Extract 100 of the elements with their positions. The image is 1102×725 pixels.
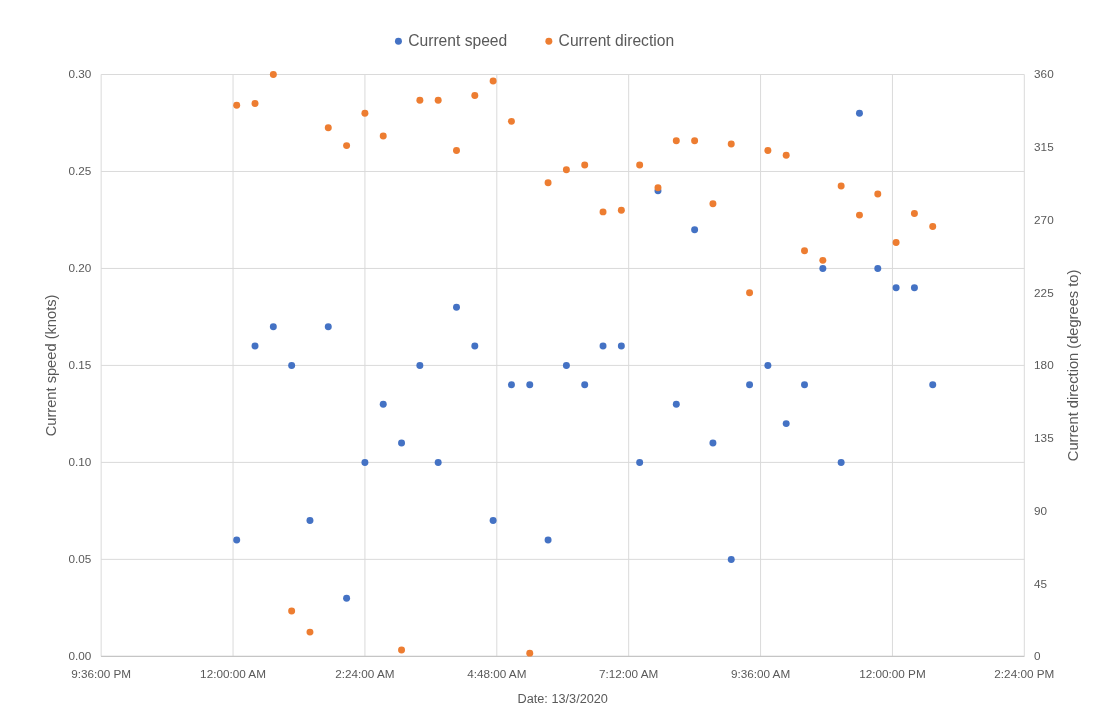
point	[599, 342, 607, 350]
x-tick-label: 12:00:00 AM	[200, 666, 266, 680]
point	[361, 458, 369, 466]
y2-tick-label: 225	[1034, 285, 1055, 299]
y2-tick-label: 0	[1034, 649, 1042, 663]
point	[434, 96, 442, 104]
point	[288, 361, 296, 369]
x-tick-label: 4:48:00 AM	[467, 666, 527, 680]
point	[361, 109, 369, 117]
point	[746, 289, 754, 297]
point	[269, 323, 277, 331]
point	[874, 264, 882, 272]
point	[416, 96, 424, 104]
y2-tick-label: 45	[1034, 576, 1048, 590]
y2-tick-label: 270	[1034, 212, 1055, 226]
point	[617, 342, 625, 350]
point	[910, 284, 918, 292]
point	[251, 342, 259, 350]
point	[855, 211, 863, 219]
point	[727, 140, 735, 148]
point	[929, 222, 937, 230]
point	[526, 649, 534, 657]
point	[269, 71, 277, 78]
point	[398, 646, 406, 654]
point	[471, 92, 479, 99]
point	[801, 247, 809, 255]
point	[507, 381, 515, 389]
point	[416, 361, 424, 369]
y2-tick-label: 360	[1034, 67, 1055, 81]
point	[526, 381, 534, 389]
point	[837, 182, 845, 190]
point	[636, 458, 644, 466]
point	[251, 100, 259, 108]
point	[855, 109, 863, 117]
legend-label: Current speed	[408, 32, 508, 50]
point	[434, 458, 442, 466]
point	[379, 132, 387, 140]
point	[288, 607, 296, 615]
x-tick-label: 2:24:00 AM	[335, 666, 395, 680]
y2-tick-label: 90	[1034, 503, 1048, 517]
point	[929, 381, 937, 389]
point	[782, 151, 790, 159]
y2-axis-title: Current direction (degrees to)	[1065, 269, 1082, 462]
point	[343, 142, 351, 150]
x-tick-label: 9:36:00 PM	[71, 666, 132, 680]
point	[672, 137, 680, 145]
legend-label: Current direction	[558, 32, 675, 50]
y-tick-label: 0.25	[68, 164, 92, 178]
point	[672, 400, 680, 408]
point	[324, 323, 332, 331]
point	[489, 77, 497, 85]
point	[544, 536, 552, 544]
point	[544, 179, 552, 187]
point	[306, 628, 314, 636]
point	[819, 256, 827, 264]
x-tick-label: 7:12:00 AM	[599, 666, 659, 680]
point	[764, 146, 772, 154]
point	[599, 208, 607, 216]
point	[453, 146, 460, 154]
point	[709, 200, 717, 208]
point	[398, 439, 406, 447]
point	[819, 264, 827, 272]
y-tick-label: 0.05	[68, 552, 92, 566]
x-axis-title: Date: 13/3/2020	[517, 691, 608, 707]
point	[782, 420, 790, 428]
x-tick-label: 9:36:00 AM	[730, 666, 791, 680]
y-axis-title: Current speed (knots)	[43, 294, 60, 437]
point	[233, 536, 241, 544]
point	[691, 226, 699, 234]
point	[471, 342, 479, 350]
y-tick-label: 0.20	[68, 261, 92, 275]
point	[507, 117, 515, 125]
point	[892, 284, 900, 292]
point	[727, 555, 735, 563]
y2-tick-label: 315	[1034, 140, 1055, 154]
point	[874, 190, 882, 198]
y2-tick-label: 135	[1034, 431, 1055, 445]
point	[910, 210, 918, 217]
y-tick-label: 0.00	[68, 649, 92, 663]
point	[306, 517, 314, 525]
point	[324, 124, 332, 132]
point	[581, 161, 589, 169]
y2-tick-label: 180	[1034, 358, 1055, 372]
point	[691, 137, 699, 145]
point	[453, 303, 460, 311]
y-tick-label: 0.30	[68, 67, 92, 81]
point	[636, 161, 644, 169]
point	[233, 101, 241, 109]
x-tick-label: 2:24:00 PM	[994, 666, 1055, 680]
point	[746, 381, 754, 389]
x-tick-label: 12:00:00 PM	[859, 666, 926, 680]
point	[489, 517, 497, 525]
y-tick-label: 0.15	[68, 358, 92, 372]
point	[837, 458, 845, 466]
point	[562, 166, 570, 174]
point	[562, 361, 570, 369]
point	[617, 206, 625, 214]
point	[709, 439, 717, 447]
point	[581, 381, 589, 389]
point	[764, 361, 772, 369]
